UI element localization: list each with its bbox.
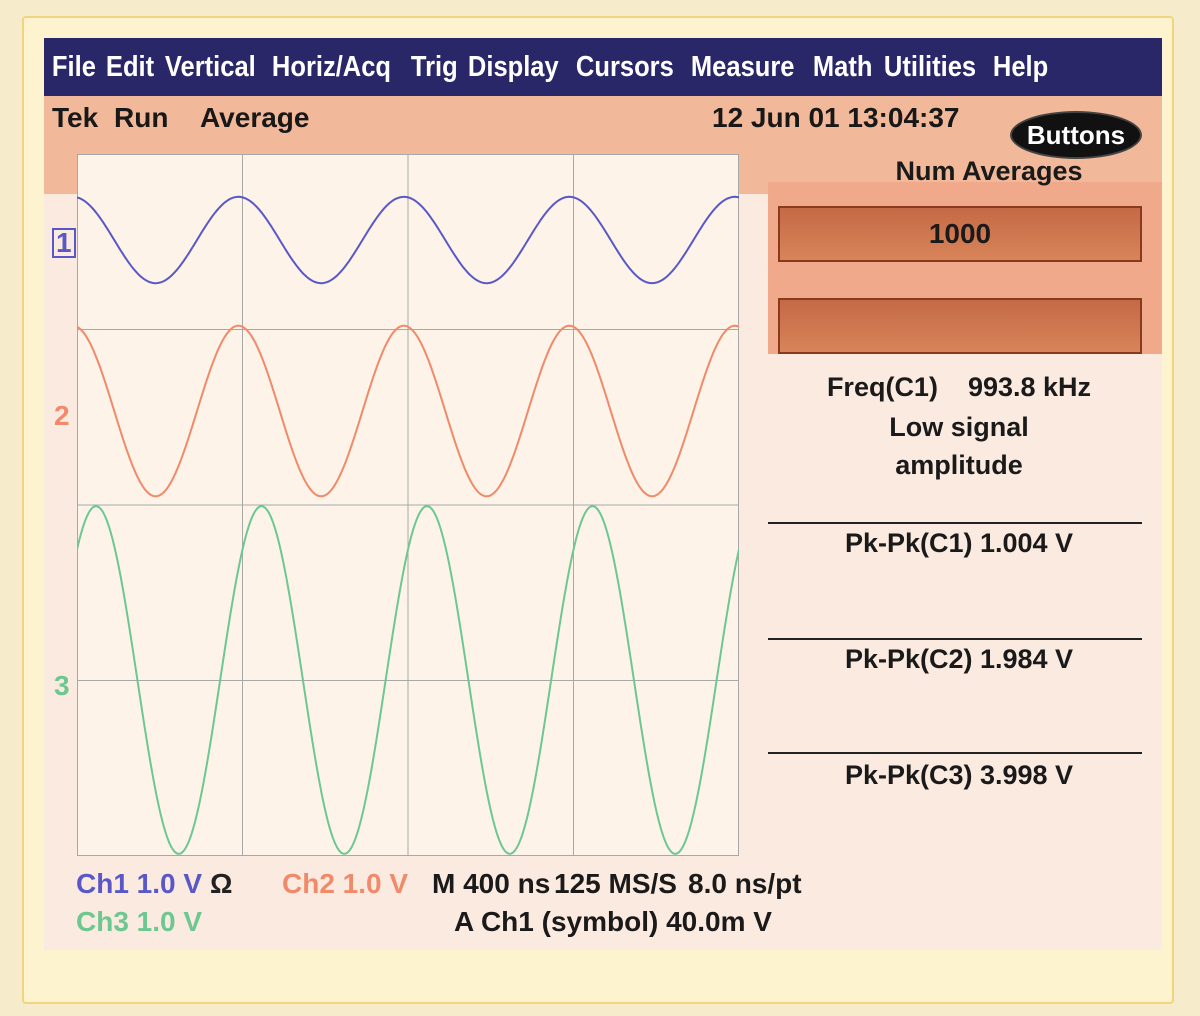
menu-math[interactable]: Math	[812, 50, 872, 83]
pkpk-c1-measurement: Pk-Pk(C1) 1.004 V	[844, 528, 1074, 558]
ch1-waveform	[76, 195, 740, 285]
menu-horiz-acq[interactable]: Horiz/Acq	[271, 50, 391, 83]
menu-edit[interactable]: Edit	[105, 50, 155, 83]
menu-utilities[interactable]: Utilities	[884, 50, 977, 83]
timebase[interactable]: M 400 ns	[432, 868, 551, 899]
oscilloscope-screen: File Edit Vertical Horiz/Acq Trig Displa…	[44, 38, 1162, 950]
date-time: 12 Jun 01 13:04:37	[712, 102, 960, 133]
run-status: Run	[114, 102, 169, 133]
waveform-display	[76, 154, 740, 856]
menu-cursors[interactable]: Cursors	[575, 50, 674, 83]
measurement-divider	[768, 638, 1142, 640]
brand-label: Tek	[52, 102, 99, 133]
num-averages-field[interactable]: 1000	[778, 206, 1142, 262]
trigger-readout[interactable]: A Ch1 (symbol) 40.0m V	[454, 906, 772, 937]
freq-value: 993.8 kHz	[967, 372, 1092, 402]
menu-vertical[interactable]: Vertical	[164, 50, 256, 83]
low-signal-warning-line2: amplitude	[895, 450, 1023, 480]
ch2-waveform	[76, 324, 740, 498]
menu-help[interactable]: Help	[992, 50, 1049, 83]
acquisition-mode: Average	[200, 102, 310, 133]
ch1-marker[interactable]: 1	[52, 228, 76, 258]
ch3-waveform	[76, 505, 740, 855]
graticule	[76, 154, 740, 856]
measurement-divider	[768, 752, 1142, 754]
low-signal-warning-line1: Low signal	[889, 412, 1029, 442]
menu-file[interactable]: File	[51, 50, 96, 83]
pkpk-c2-measurement: Pk-Pk(C2) 1.984 V	[844, 644, 1074, 674]
graticule-border	[77, 154, 739, 856]
ch2-marker[interactable]: 2	[54, 400, 70, 431]
buttons-toggle-button[interactable]: Buttons	[1010, 111, 1142, 159]
sample-rate: 125 MS/S	[554, 868, 677, 899]
freq-label: Freq(C1)	[826, 372, 938, 402]
ohm-icon: Ω	[210, 868, 233, 899]
menu-measure[interactable]: Measure	[690, 50, 795, 83]
pkpk-c3-measurement: Pk-Pk(C3) 3.998 V	[844, 760, 1074, 790]
menu-trig[interactable]: Trig	[411, 50, 458, 83]
time-resolution: 8.0 ns/pt	[688, 868, 802, 899]
menu-display[interactable]: Display	[468, 50, 560, 83]
measurement-divider	[768, 522, 1142, 524]
ch3-marker[interactable]: 3	[54, 670, 70, 701]
ch3-scale[interactable]: Ch3 1.0 V	[76, 906, 203, 937]
ch2-scale[interactable]: Ch2 1.0 V	[282, 868, 409, 899]
num-averages-label: Num Averages	[895, 156, 1083, 186]
freq-measurement: Freq(C1) 993.8 kHz	[764, 372, 1154, 403]
menu-bar: File Edit Vertical Horiz/Acq Trig Displa…	[44, 38, 1162, 96]
ch1-scale[interactable]: Ch1 1.0 V	[76, 868, 203, 899]
side-menu-empty-button[interactable]	[778, 298, 1142, 354]
